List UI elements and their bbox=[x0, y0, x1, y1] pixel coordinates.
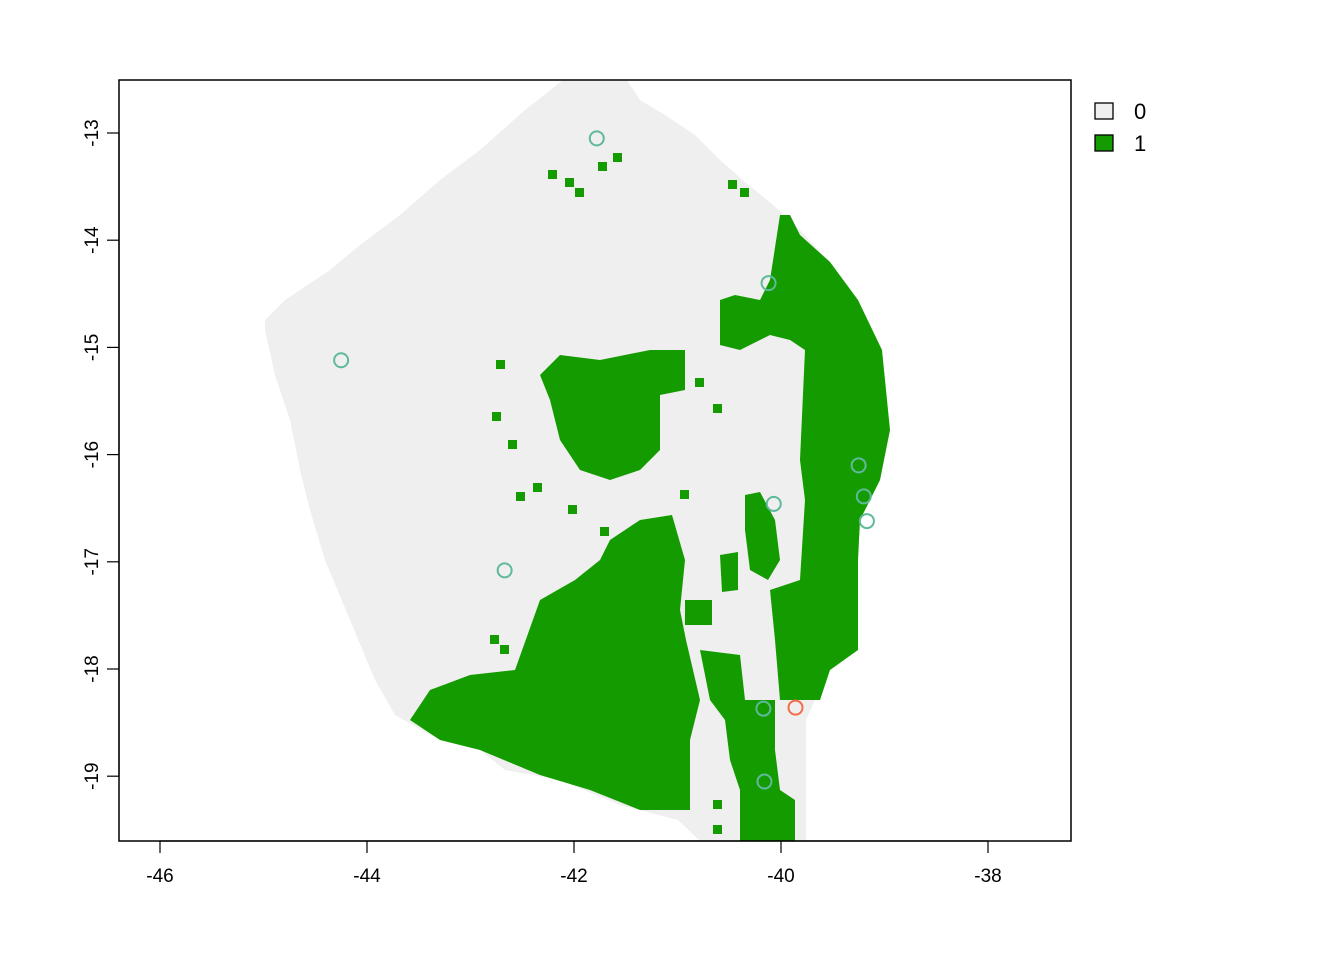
x-tick-label: -44 bbox=[353, 866, 381, 887]
map-plot-area bbox=[265, 80, 890, 841]
class-1-cell-3 bbox=[575, 188, 584, 197]
legend-label-1: 1 bbox=[1134, 131, 1146, 156]
class-1-cell-6 bbox=[728, 180, 737, 189]
class-1-cell-5 bbox=[613, 153, 622, 162]
legend-swatch-0 bbox=[1094, 102, 1114, 120]
occurrence-point-7 bbox=[765, 495, 782, 512]
class-1-cell-12 bbox=[533, 483, 542, 492]
class-1-cell-14 bbox=[600, 527, 609, 536]
class-1-cell-21 bbox=[713, 825, 722, 834]
class-1-cell-7 bbox=[740, 188, 749, 197]
occurrence-point-10 bbox=[756, 773, 773, 790]
class-1-cell-4 bbox=[598, 162, 607, 171]
occurrence-point-4 bbox=[850, 457, 867, 474]
y-tick-label: -19 bbox=[82, 762, 103, 789]
occurrence-point-1 bbox=[588, 130, 605, 147]
x-axis: -46 -44 -42 -40 -38 bbox=[146, 840, 1002, 887]
class-1-cell-11 bbox=[516, 492, 525, 501]
y-tick-label: -17 bbox=[82, 548, 103, 575]
y-axis: -13 -14 -15 -16 -17 -18 -19 bbox=[82, 119, 120, 790]
class-1-patch-4 bbox=[700, 650, 795, 841]
occurrence-point-6 bbox=[858, 513, 875, 530]
legend-label-0: 0 bbox=[1134, 99, 1146, 124]
x-tick-label: -42 bbox=[560, 866, 587, 887]
y-tick-label: -14 bbox=[82, 226, 103, 254]
occurrence-point-11 bbox=[787, 699, 804, 716]
occurrence-point-9 bbox=[755, 700, 772, 717]
class-1-patch-3 bbox=[540, 350, 685, 480]
x-tick-label: -40 bbox=[767, 866, 794, 887]
class-1-cell-9 bbox=[508, 440, 517, 449]
y-tick-label: -13 bbox=[82, 119, 103, 146]
class-1-patch-6 bbox=[685, 600, 712, 625]
class-1-cell-15 bbox=[680, 490, 689, 499]
raster-class-1-region bbox=[410, 153, 890, 841]
y-tick-label: -18 bbox=[82, 655, 103, 682]
occurrence-point-8 bbox=[496, 562, 513, 579]
class-1-patch-7 bbox=[720, 552, 738, 592]
class-1-patch-2 bbox=[410, 515, 700, 810]
class-1-cell-2 bbox=[565, 178, 574, 187]
class-1-cell-19 bbox=[500, 645, 509, 654]
class-1-cell-16 bbox=[695, 378, 704, 387]
x-tick-label: -38 bbox=[974, 866, 1001, 887]
class-1-patch-1 bbox=[720, 215, 890, 700]
map-legend: 01 bbox=[1094, 99, 1146, 156]
occurrence-point-5 bbox=[855, 488, 872, 505]
x-tick-label: -46 bbox=[146, 866, 173, 887]
class-1-cell-13 bbox=[568, 505, 577, 514]
class-1-patch-5 bbox=[745, 492, 780, 580]
occurrence-point-2 bbox=[760, 275, 777, 292]
class-1-cell-10 bbox=[496, 360, 505, 369]
class-1-cell-18 bbox=[490, 635, 499, 644]
occurrence-point-3 bbox=[333, 352, 350, 369]
class-1-cell-8 bbox=[492, 412, 501, 421]
class-1-cell-23 bbox=[713, 800, 722, 809]
y-tick-label: -16 bbox=[82, 441, 103, 468]
class-1-cell-22 bbox=[760, 718, 769, 727]
legend-swatch-1 bbox=[1094, 134, 1114, 152]
y-tick-label: -15 bbox=[82, 334, 103, 361]
class-1-cell-17 bbox=[713, 404, 722, 413]
class-1-cell-20 bbox=[598, 640, 607, 649]
class-1-cell-1 bbox=[548, 170, 557, 179]
occurrence-points bbox=[333, 130, 875, 790]
